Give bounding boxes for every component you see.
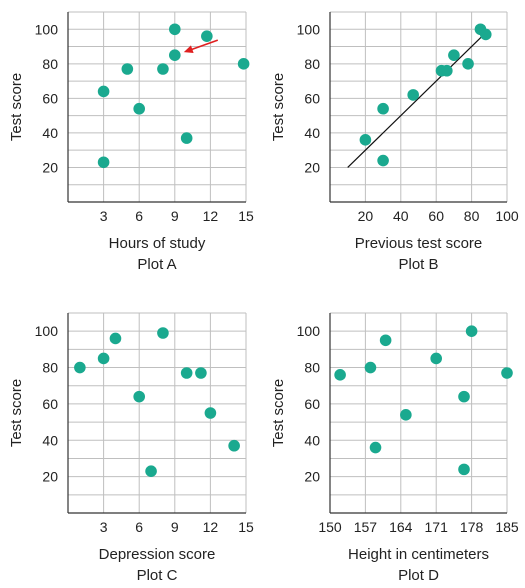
x-tick-label: 3 — [100, 208, 108, 224]
x-tick-label: 157 — [354, 519, 378, 535]
data-point — [379, 334, 392, 347]
panel-3: 20 40 60 80 100 3 6 9 12 15 Test score Depression s… — [8, 312, 254, 584]
data-point — [157, 63, 169, 75]
x-tick-label: 171 — [425, 519, 449, 535]
data-point — [169, 23, 181, 36]
plot-title: Plot D — [398, 567, 439, 584]
data-point — [97, 85, 110, 98]
data-point — [458, 463, 470, 476]
y-tick-label: 60 — [42, 396, 58, 412]
x-tick-label: 12 — [203, 208, 219, 224]
x-tick-label: 9 — [171, 519, 179, 535]
data-point — [364, 361, 377, 374]
data-point — [458, 390, 470, 403]
data-point — [407, 89, 419, 101]
y-tick-label: 60 — [42, 90, 58, 106]
panel-2: 20 40 60 80 100 20 40 60 80 100 Test score Previous… — [270, 11, 519, 273]
data-point — [204, 407, 217, 419]
x-tick-label: 12 — [203, 519, 219, 535]
y-tick-label: 40 — [304, 432, 320, 448]
plot-title: Plot A — [137, 256, 176, 273]
x-tick-label: 150 — [318, 519, 342, 535]
x-tick-label: 15 — [238, 519, 254, 535]
data-point — [400, 409, 412, 421]
data-point — [377, 102, 389, 115]
y-tick-label: 20 — [42, 469, 58, 485]
data-point — [441, 64, 453, 77]
data-point — [465, 325, 478, 337]
y-tick-label: 20 — [304, 469, 320, 485]
y-tick-label: 80 — [42, 360, 58, 376]
data-point — [180, 367, 193, 379]
x-tick-label: 20 — [358, 208, 374, 224]
data-point — [157, 327, 169, 339]
data-point — [201, 30, 213, 42]
y-tick-label: 40 — [42, 432, 58, 448]
data-point — [180, 132, 193, 144]
data-point — [448, 49, 460, 61]
plot-title: Plot B — [398, 256, 438, 273]
data-point — [359, 134, 372, 146]
x-axis-label: Depression score — [99, 546, 216, 563]
data-point — [133, 102, 145, 115]
data-point — [430, 352, 443, 365]
data-point — [121, 63, 134, 75]
x-tick-label: 185 — [495, 519, 519, 535]
y-axis-label: Test score — [270, 73, 287, 141]
x-tick-label: 178 — [460, 519, 484, 535]
panel-4: 20 40 60 80 100 150 157 164 171 178 185 Test score H… — [270, 312, 519, 584]
plot-title: Plot C — [137, 567, 178, 584]
data-point — [169, 49, 181, 61]
data-point — [462, 58, 474, 70]
panel-1: 20 40 60 80 100 3 6 9 12 15 Test score Hours of stu… — [8, 11, 254, 273]
annotation-arrow-shaft — [189, 39, 219, 51]
data-point — [377, 154, 389, 167]
data-point — [74, 361, 86, 374]
data-point — [369, 441, 382, 454]
trend-line — [347, 32, 487, 168]
y-tick-label: 40 — [42, 125, 58, 141]
y-axis-label: Test score — [8, 379, 25, 447]
y-tick-label: 60 — [304, 396, 320, 412]
y-tick-label: 100 — [35, 21, 59, 37]
x-tick-label: 6 — [135, 519, 143, 535]
data-point — [195, 367, 207, 379]
x-tick-label: 164 — [389, 519, 413, 535]
x-tick-label: 40 — [393, 208, 409, 224]
x-tick-label: 6 — [135, 208, 143, 224]
x-tick-label: 15 — [238, 208, 254, 224]
x-axis-label: Hours of study — [109, 235, 206, 252]
x-tick-label: 100 — [495, 208, 519, 224]
y-tick-label: 20 — [304, 159, 320, 175]
data-point — [97, 352, 110, 365]
data-point — [479, 28, 492, 41]
data-point — [228, 439, 240, 452]
x-axis-label: Height in centimeters — [348, 546, 489, 563]
data-point — [145, 465, 157, 477]
data-point — [501, 367, 513, 379]
x-tick-label: 60 — [428, 208, 444, 224]
data-point — [133, 390, 145, 403]
y-tick-label: 40 — [304, 125, 320, 141]
x-tick-label: 9 — [171, 208, 179, 224]
x-axis-label: Previous test score — [355, 235, 483, 252]
data-point — [334, 369, 346, 381]
y-axis-label: Test score — [8, 73, 25, 141]
x-tick-label: 80 — [464, 208, 480, 224]
data-point — [109, 332, 122, 345]
annotation-arrow-head — [183, 45, 194, 53]
data-point — [97, 156, 110, 169]
y-tick-label: 80 — [42, 56, 58, 72]
y-tick-label: 80 — [304, 56, 320, 72]
y-tick-label: 60 — [304, 90, 320, 106]
y-tick-label: 80 — [304, 360, 320, 376]
data-point — [237, 58, 250, 70]
y-tick-label: 100 — [297, 323, 321, 339]
y-tick-label: 100 — [35, 323, 59, 339]
y-tick-label: 20 — [42, 159, 58, 175]
y-tick-label: 100 — [297, 21, 321, 37]
y-axis-label: Test score — [270, 379, 287, 447]
x-tick-label: 3 — [100, 519, 108, 535]
